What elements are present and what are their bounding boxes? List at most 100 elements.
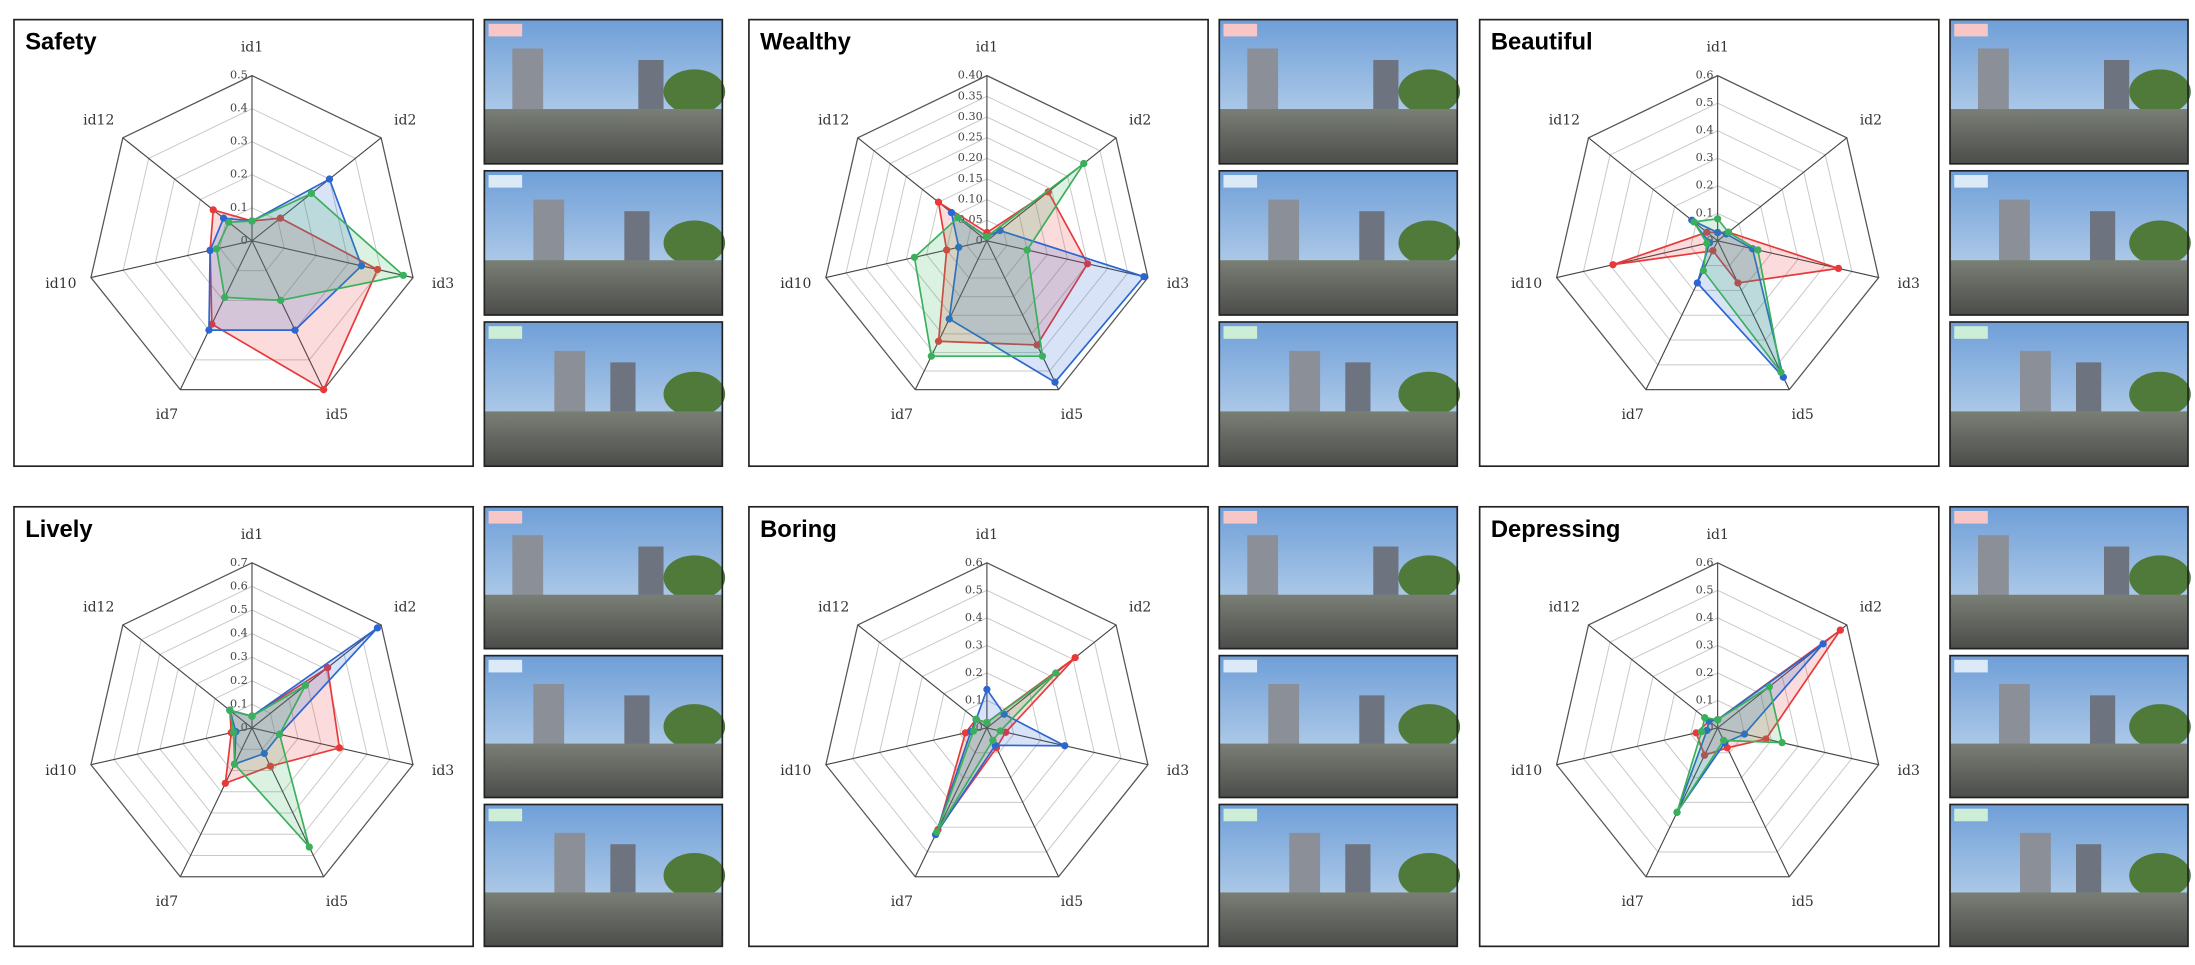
data-point [1080, 159, 1088, 168]
axis-label: id3 [1167, 276, 1189, 292]
data-point [1703, 239, 1711, 247]
spoke [1717, 240, 1879, 279]
data-point [335, 744, 344, 752]
axis-label: id7 [1621, 407, 1643, 423]
photo-ground [1219, 260, 1458, 316]
photo-frame [483, 321, 724, 468]
photo-frame [483, 18, 724, 165]
photo-trees [663, 69, 726, 115]
photo-buildings [2076, 844, 2102, 897]
data-point [969, 727, 978, 735]
spoke [1556, 727, 1718, 766]
tick-label: 0.10 [958, 193, 983, 206]
data-point [248, 217, 256, 225]
photo-buildings [2090, 695, 2116, 748]
spoke [986, 240, 1149, 279]
axis-label: id5 [1792, 894, 1814, 910]
axis-label: id3 [432, 763, 454, 779]
grid-ring [959, 699, 1015, 754]
axis-label: id2 [1860, 600, 1882, 616]
photo-trees [1398, 220, 1461, 266]
axis-label: id2 [394, 112, 416, 128]
data-point [983, 233, 991, 241]
spoke [1717, 727, 1790, 878]
tick-label: 0.5 [965, 583, 983, 596]
data-point [229, 728, 238, 736]
tick-label: 0.3 [1696, 638, 1714, 651]
data-point [972, 715, 980, 724]
grid-ring [1582, 589, 1853, 853]
axis-label: id10 [1511, 276, 1542, 292]
spoke [179, 727, 253, 878]
photo-tag [1954, 175, 1988, 188]
spoke [90, 727, 253, 766]
photo-buildings [2104, 60, 2130, 114]
data-point [225, 218, 233, 226]
photo-ground [1219, 411, 1458, 467]
photo-tag [1223, 510, 1258, 524]
chart-title: Wealthy [760, 29, 852, 56]
tick-label: 0.6 [1696, 556, 1714, 569]
grid-ring [205, 680, 299, 771]
data-point [1714, 215, 1722, 223]
data-point [399, 271, 407, 280]
axis-label: id12 [83, 600, 114, 616]
grid-ring [219, 207, 285, 272]
photo-buildings [624, 695, 650, 748]
tick-label: 0.1 [965, 693, 983, 706]
data-point [221, 293, 229, 302]
data-point [1765, 683, 1773, 691]
spoke [90, 240, 253, 279]
photo-ground [484, 743, 723, 798]
tick-label: 0.15 [958, 172, 983, 185]
data-point [266, 762, 275, 770]
tick-label: 0.4 [965, 611, 983, 624]
photo-trees [1398, 555, 1461, 601]
data-point [320, 385, 328, 394]
tick-label: 0.25 [958, 131, 983, 144]
photo-buildings [624, 211, 650, 265]
photo-buildings [1373, 60, 1399, 114]
spoke [1645, 240, 1719, 390]
panel-frame [748, 505, 1209, 948]
data-point [934, 198, 943, 206]
chart-title: Beautiful [1491, 29, 1593, 56]
photo-frame [483, 169, 724, 316]
data-point [1834, 264, 1843, 273]
photo-buildings [512, 535, 544, 599]
data-point [1044, 188, 1052, 196]
tick-label: 0.3 [965, 638, 983, 651]
data-point [1061, 742, 1069, 750]
data-point [927, 352, 936, 360]
panel-frame [1478, 505, 1940, 948]
data-point [1700, 751, 1709, 759]
data-point [983, 685, 991, 694]
photo-buildings [1359, 695, 1385, 748]
photo-buildings [638, 546, 664, 599]
data-point [1071, 653, 1079, 662]
photo-frame [1949, 169, 2189, 316]
tick-label: 0.5 [1696, 96, 1714, 109]
tick-label: 0.2 [230, 168, 248, 181]
photo-tag [488, 326, 523, 339]
grid-ring [182, 656, 322, 793]
axis-label: id1 [976, 40, 998, 56]
spoke [857, 624, 988, 729]
data-point [954, 213, 962, 222]
data-point [1038, 352, 1047, 360]
series-area [948, 210, 1146, 384]
photo-ground [484, 109, 723, 164]
grid-ring [1555, 562, 1880, 878]
axis-label: id5 [1061, 894, 1083, 910]
axis-label: id12 [818, 112, 849, 128]
photo-frame [1949, 654, 2189, 799]
tick-label: 0 [1706, 721, 1713, 734]
data-point [1754, 246, 1762, 254]
photo-buildings [1999, 684, 2030, 748]
spoke [857, 137, 988, 242]
photo-tag [488, 510, 523, 524]
data-point [1714, 716, 1722, 724]
grid-ring [136, 609, 368, 835]
tick-label: 0 [241, 721, 248, 734]
axis-label: id10 [780, 763, 811, 779]
